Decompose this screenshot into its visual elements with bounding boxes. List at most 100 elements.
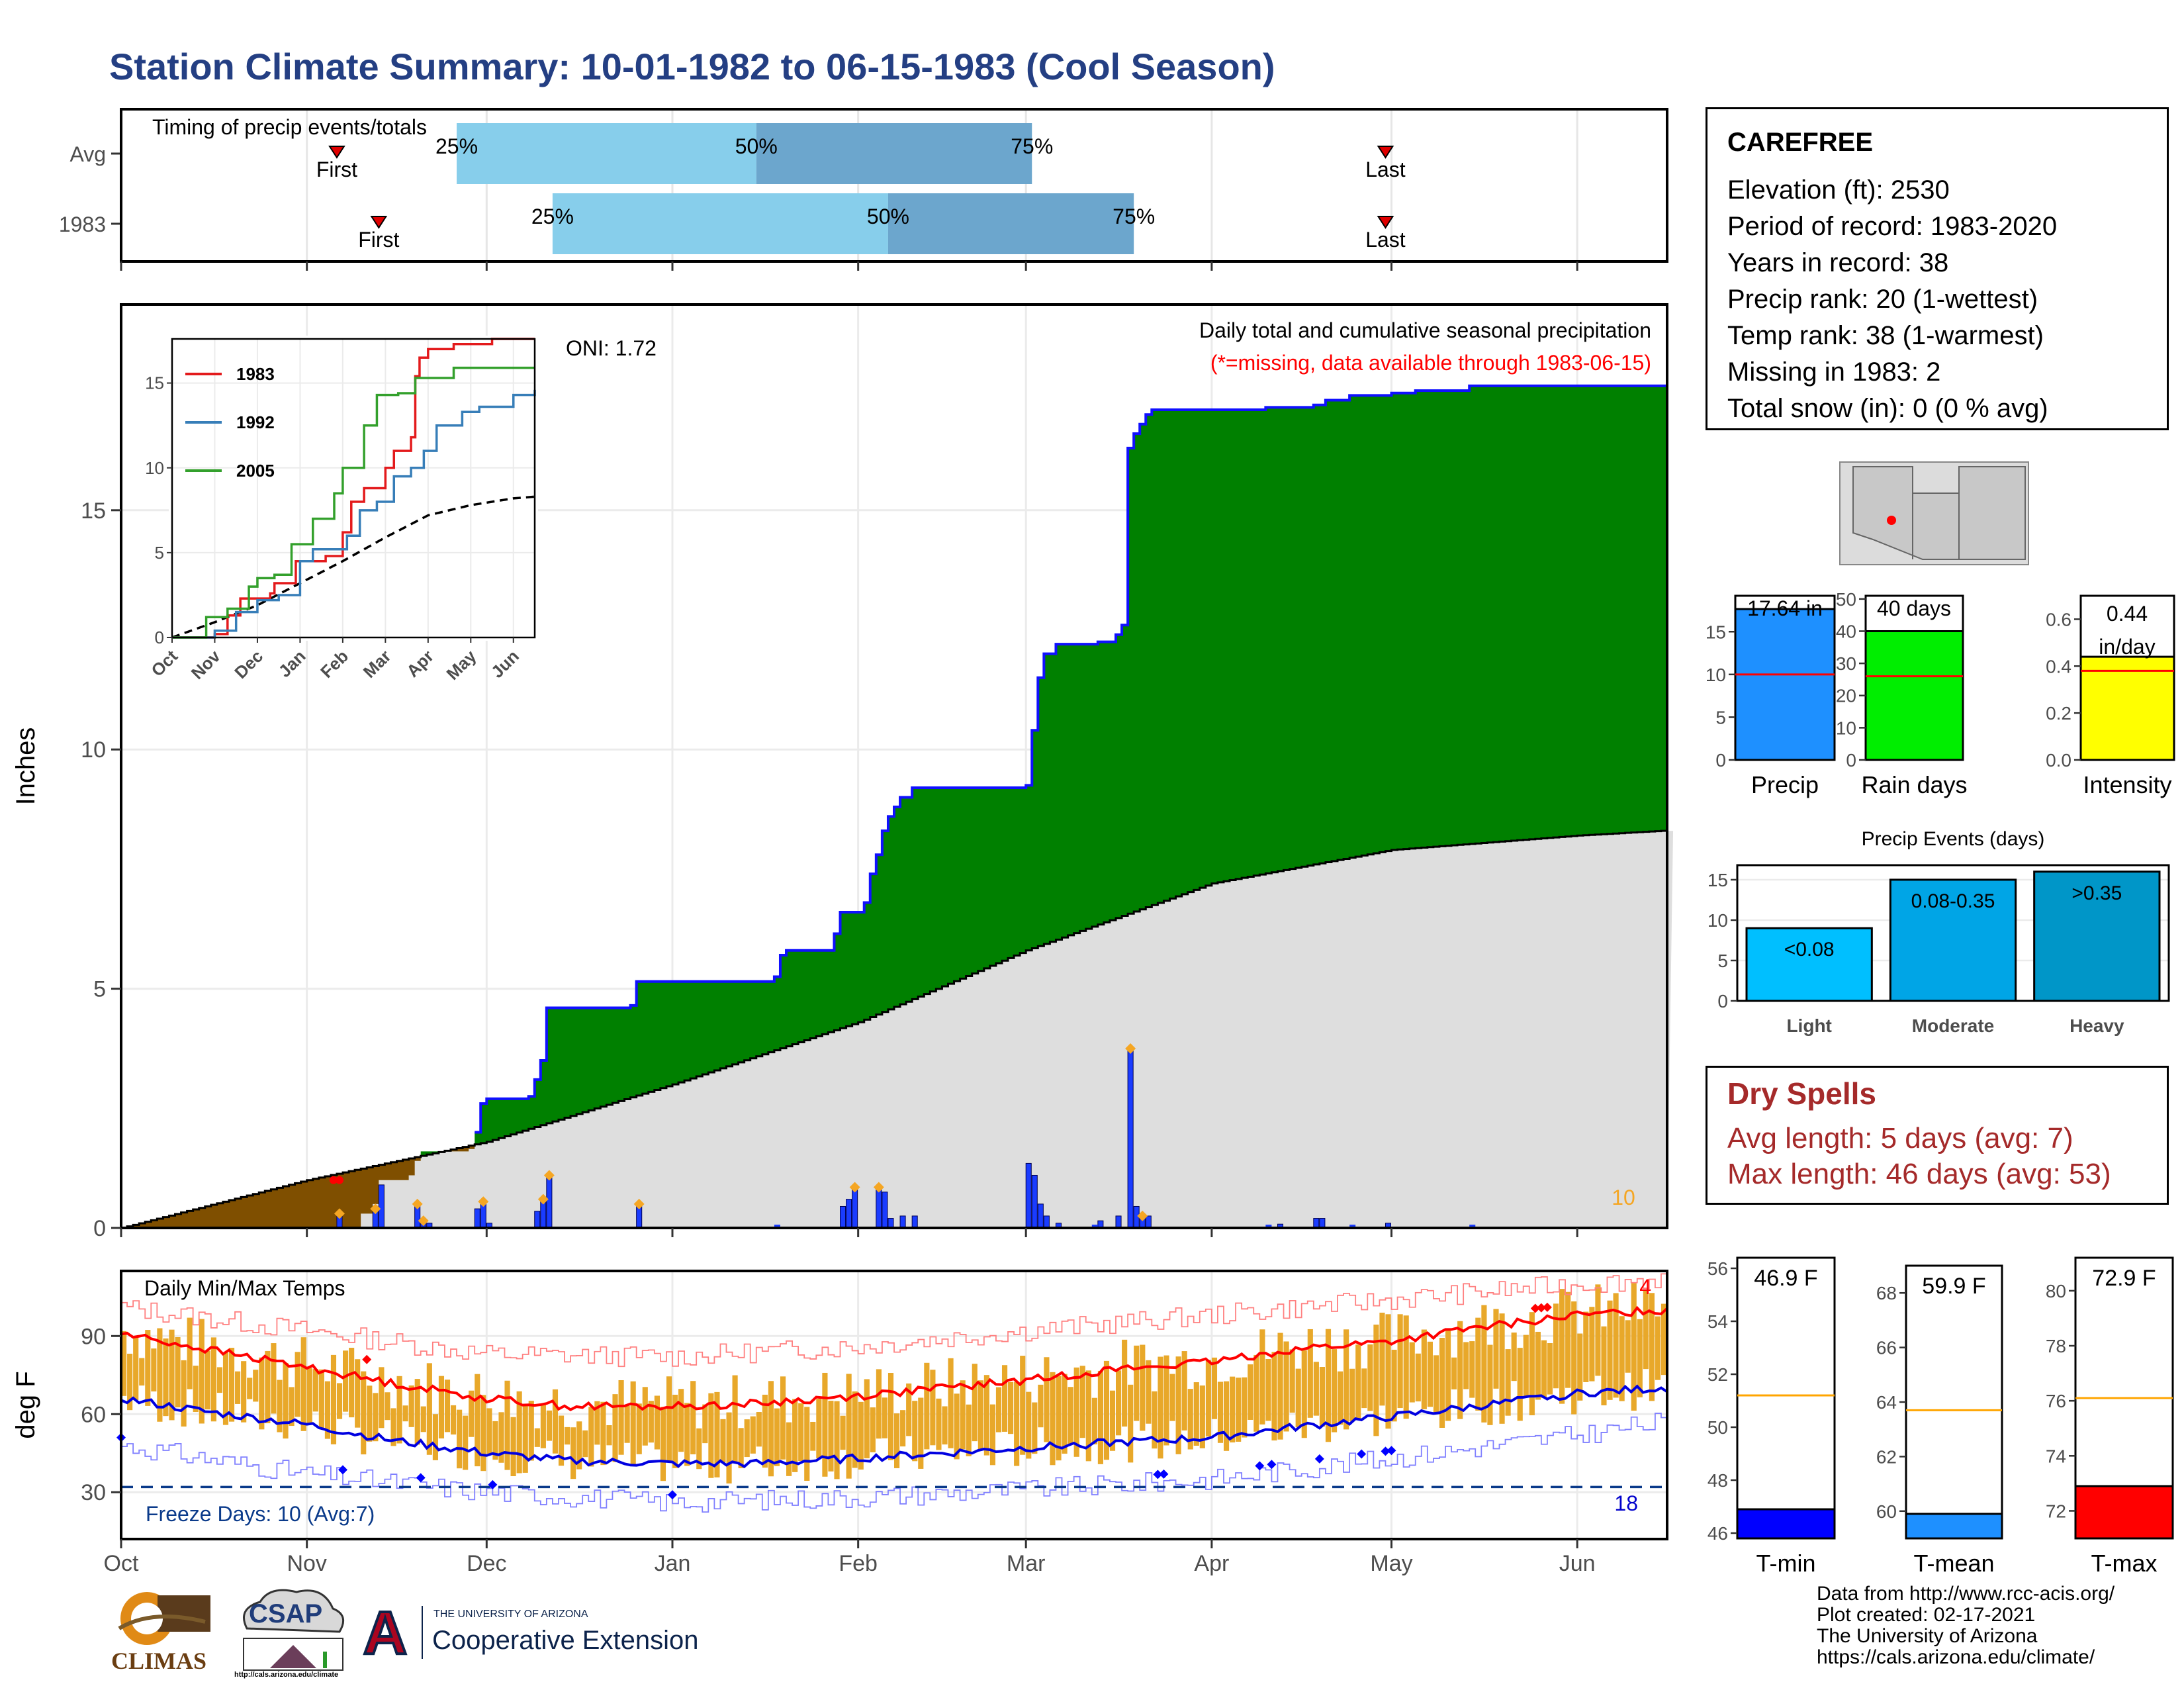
daily-temp-bar bbox=[726, 1412, 732, 1484]
daily-temp-bar bbox=[1643, 1289, 1649, 1370]
daily-temp-bar bbox=[235, 1371, 241, 1404]
precip-deficit-area bbox=[127, 1145, 475, 1228]
daily-temp-bar bbox=[876, 1369, 882, 1439]
station-info-box: CAREFREE Elevation (ft): 2530 Period of … bbox=[1706, 107, 2169, 430]
daily-temp-bar bbox=[870, 1407, 876, 1452]
daily-temp-bar bbox=[678, 1389, 684, 1452]
rain-days-label: 40 days bbox=[1877, 596, 1951, 620]
daily-temp-bar bbox=[780, 1376, 786, 1460]
events-ytick-label: 5 bbox=[1717, 951, 1728, 971]
timing-bar-early bbox=[552, 193, 888, 254]
daily-temp-bar bbox=[894, 1413, 900, 1468]
daily-temp-bar bbox=[157, 1328, 163, 1422]
daily-temp-bar bbox=[1613, 1293, 1619, 1398]
daily-temp-bar bbox=[1589, 1307, 1595, 1382]
daily-temp-bar bbox=[660, 1407, 666, 1481]
daily-temp-bar bbox=[1601, 1326, 1607, 1405]
precip-event-marker bbox=[1125, 1043, 1136, 1054]
daily-temp-bar bbox=[618, 1380, 624, 1455]
season-chart-frame bbox=[1736, 1256, 1836, 1540]
daily-temp-bar bbox=[995, 1387, 1002, 1432]
daily-temp-bar bbox=[690, 1381, 696, 1455]
daily-temp-bar bbox=[1079, 1366, 1085, 1438]
daily-temp-bar bbox=[349, 1348, 355, 1418]
daily-temp-bar bbox=[612, 1394, 618, 1462]
dry-spells-avg: Avg length: 5 days (avg: 7) bbox=[1727, 1122, 2073, 1154]
daily-temp-bar bbox=[1236, 1378, 1242, 1442]
csap-logo[interactable]: CSAP http://cals.arizona.edu/climate bbox=[230, 1582, 353, 1681]
season-chart-frame bbox=[1905, 1264, 2003, 1540]
daily-temp-bar bbox=[954, 1393, 960, 1460]
precip-event-marker bbox=[370, 1203, 381, 1215]
season-ytick-label: 60 bbox=[1876, 1501, 1897, 1522]
precip-event-count: 10 bbox=[1612, 1186, 1635, 1209]
daily-temp-bar bbox=[552, 1389, 559, 1454]
daily-temp-bar bbox=[1637, 1319, 1643, 1397]
ua-big-text: Cooperative Extension bbox=[432, 1626, 699, 1655]
season-ytick-label: 50 bbox=[1836, 589, 1856, 610]
station-line: Elevation (ft): 2530 bbox=[1727, 175, 1950, 205]
ua-letter: A bbox=[363, 1602, 407, 1660]
ua-extension-logo[interactable]: A THE UNIVERSITY OF ARIZONA Cooperative … bbox=[361, 1598, 745, 1668]
daily-temp-bar bbox=[1379, 1313, 1385, 1406]
daily-temp-bar bbox=[1116, 1370, 1122, 1436]
daily-temp-bar bbox=[696, 1428, 702, 1470]
footer-line: The University of Arizona bbox=[1817, 1625, 2038, 1647]
event-bin-label: 0.08-0.35 bbox=[1911, 890, 1995, 912]
inset-ytick-label: 15 bbox=[145, 373, 164, 393]
record-max-line bbox=[121, 1273, 1667, 1368]
daily-temp-bar bbox=[534, 1428, 540, 1447]
daily-temp-bar bbox=[216, 1367, 223, 1393]
record-low-marker bbox=[1387, 1446, 1396, 1456]
record-min-line bbox=[121, 1413, 1667, 1513]
daily-temp-bar bbox=[343, 1350, 349, 1412]
daily-temp-bar bbox=[1361, 1368, 1367, 1409]
season-category-label: Precip bbox=[1751, 771, 1819, 798]
daily-temp-bar bbox=[1427, 1341, 1433, 1407]
daily-precip-bar bbox=[876, 1187, 882, 1229]
season-value-bar bbox=[1734, 608, 1836, 761]
daily-temp-bar bbox=[367, 1385, 373, 1442]
season-ytick-label: 30 bbox=[1836, 653, 1856, 674]
climas-logo[interactable]: CLIMAS bbox=[106, 1582, 218, 1675]
season-category-label: Intensity bbox=[2083, 771, 2171, 798]
season-ytick-label: 78 bbox=[2046, 1336, 2066, 1356]
record-low-marker bbox=[1153, 1470, 1163, 1479]
precip-event-marker bbox=[412, 1198, 423, 1209]
daily-temp-bar bbox=[852, 1391, 858, 1468]
inset-ytick-label: 5 bbox=[155, 543, 164, 563]
month-label: Apr bbox=[1194, 1551, 1229, 1576]
daily-temp-bar bbox=[828, 1401, 834, 1472]
daily-temp-bar bbox=[588, 1407, 594, 1467]
daily-temp-bar bbox=[420, 1406, 426, 1432]
season-category-label: T-max bbox=[2091, 1550, 2157, 1577]
daily-temp-bar bbox=[774, 1408, 780, 1466]
daily-temp-bar bbox=[1109, 1390, 1116, 1451]
season-temp-value-label: 59.9 F bbox=[1922, 1274, 1985, 1299]
daily-temp-bar bbox=[1553, 1303, 1559, 1389]
timing-row-label: 1983 bbox=[59, 212, 106, 236]
season-ytick-label: 15 bbox=[1706, 622, 1726, 642]
daily-temp-bar bbox=[1547, 1343, 1553, 1395]
daily-temp-bar bbox=[1044, 1357, 1050, 1442]
daily-temp-bar bbox=[385, 1392, 390, 1421]
event-category-label: Moderate bbox=[1912, 1015, 1994, 1036]
daily-temp-bar bbox=[1230, 1376, 1236, 1443]
precip-event-marker bbox=[849, 1182, 860, 1193]
inset-series-line bbox=[172, 366, 535, 639]
daily-temp-bar bbox=[570, 1427, 576, 1479]
daily-temp-bar bbox=[546, 1410, 553, 1441]
precip-event-bar bbox=[1889, 878, 2017, 1002]
month-label: Mar bbox=[1007, 1551, 1046, 1576]
events-ytick-label: 15 bbox=[1707, 870, 1728, 890]
daily-temp-bar bbox=[1451, 1357, 1457, 1389]
daily-temp-bar bbox=[582, 1430, 588, 1458]
events-ytick-label: 10 bbox=[1707, 910, 1728, 931]
season-ytick-label: 0.6 bbox=[2046, 609, 2071, 630]
precip-subtitle: (*=missing, data available through 1983-… bbox=[1210, 351, 1651, 375]
precip-event-marker bbox=[543, 1170, 555, 1181]
first-label: First bbox=[358, 228, 399, 252]
temp-title: Daily Min/Max Temps bbox=[144, 1276, 345, 1300]
daily-temp-bar bbox=[1421, 1329, 1427, 1409]
